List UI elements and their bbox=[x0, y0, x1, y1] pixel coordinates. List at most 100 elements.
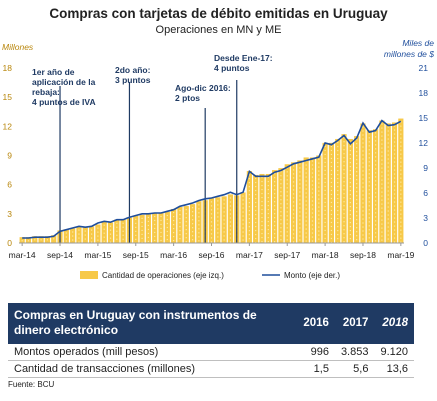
bar-texture bbox=[248, 174, 250, 176]
bar-texture bbox=[135, 234, 137, 236]
bar-texture bbox=[387, 170, 389, 172]
bar-texture bbox=[343, 145, 345, 147]
bar bbox=[297, 160, 303, 243]
bar-texture bbox=[229, 201, 232, 203]
bar-texture bbox=[362, 174, 364, 176]
bar-texture bbox=[311, 192, 314, 194]
annotation-text: 4 puntos bbox=[214, 63, 250, 73]
bar-texture bbox=[349, 153, 351, 156]
bar-texture bbox=[324, 209, 326, 212]
bar-texture bbox=[299, 239, 301, 241]
bar-texture bbox=[229, 225, 232, 227]
bar-texture bbox=[343, 169, 345, 171]
bar-texture bbox=[267, 196, 269, 199]
bar-texture bbox=[166, 238, 168, 241]
bar-texture bbox=[318, 186, 320, 188]
bar-texture bbox=[154, 227, 156, 230]
bar-texture bbox=[261, 220, 263, 223]
bar-texture bbox=[299, 223, 301, 225]
bar-texture bbox=[374, 224, 377, 226]
bar-texture bbox=[381, 215, 383, 217]
bar-texture bbox=[343, 217, 345, 219]
bar-texture bbox=[103, 240, 105, 242]
bar-texture bbox=[280, 183, 282, 185]
bar-texture bbox=[286, 191, 288, 193]
bar-texture bbox=[223, 207, 225, 209]
bar-texture bbox=[305, 164, 307, 166]
electronic-money-table: Compras en Uruguay con instrumentos de d… bbox=[8, 303, 414, 378]
bar-texture bbox=[229, 237, 232, 239]
bar-texture bbox=[381, 223, 383, 225]
bar-texture bbox=[343, 177, 345, 179]
bar-texture bbox=[280, 231, 282, 233]
bar-texture bbox=[166, 234, 168, 237]
bar-texture bbox=[374, 164, 377, 166]
bar-texture bbox=[362, 198, 364, 200]
bar-texture bbox=[72, 231, 74, 233]
bar-texture bbox=[191, 227, 194, 229]
bar-texture bbox=[387, 210, 389, 212]
bar-texture bbox=[381, 171, 383, 173]
bar-texture bbox=[337, 153, 339, 156]
bar-texture bbox=[387, 238, 389, 240]
bar-texture bbox=[343, 237, 345, 239]
bar-texture bbox=[191, 235, 194, 237]
bar-texture bbox=[318, 238, 320, 240]
bar-texture bbox=[311, 220, 314, 222]
bar bbox=[63, 229, 69, 243]
bar-texture bbox=[255, 201, 257, 204]
bar-texture bbox=[393, 237, 396, 239]
bar-texture bbox=[374, 192, 377, 194]
bar-texture bbox=[229, 213, 232, 215]
bar-texture bbox=[387, 146, 389, 148]
bar-texture bbox=[305, 192, 307, 194]
right-tick-label: 3 bbox=[423, 213, 428, 223]
bar-texture bbox=[198, 236, 200, 238]
bar-texture bbox=[311, 196, 314, 198]
chart-title: Compras con tarjetas de débito emitidas … bbox=[49, 6, 388, 21]
bar bbox=[322, 142, 328, 243]
bar-texture bbox=[324, 181, 326, 184]
bar-texture bbox=[135, 226, 137, 228]
bar-texture bbox=[223, 235, 225, 237]
bar-texture bbox=[356, 155, 358, 157]
bar-texture bbox=[311, 184, 314, 186]
bar-texture bbox=[305, 224, 307, 226]
bar-texture bbox=[374, 160, 377, 162]
bar bbox=[101, 221, 107, 243]
bar-texture bbox=[274, 177, 276, 179]
bar-texture bbox=[387, 230, 389, 232]
bar-texture bbox=[229, 209, 232, 211]
bar-texture bbox=[343, 189, 345, 191]
bar-texture bbox=[393, 157, 396, 159]
bar-texture bbox=[387, 150, 389, 152]
bar-texture bbox=[362, 182, 364, 184]
bar-texture bbox=[356, 219, 358, 221]
bar-texture bbox=[305, 220, 307, 222]
bar-texture bbox=[400, 213, 402, 215]
bar-texture bbox=[191, 239, 194, 241]
bar-texture bbox=[97, 235, 99, 237]
bar-texture bbox=[393, 137, 396, 139]
bar-texture bbox=[324, 221, 326, 224]
bar-texture bbox=[248, 214, 250, 216]
left-tick-label: 9 bbox=[7, 151, 12, 161]
bar-texture bbox=[160, 227, 162, 230]
bar-texture bbox=[337, 209, 339, 212]
bar-texture bbox=[292, 237, 295, 239]
bar-texture bbox=[330, 189, 333, 192]
bar-texture bbox=[318, 222, 320, 224]
bar-texture bbox=[362, 202, 364, 204]
bar-texture bbox=[280, 215, 282, 217]
bar-texture bbox=[349, 177, 351, 180]
bar-texture bbox=[305, 168, 307, 170]
bar-texture bbox=[299, 219, 301, 221]
bar-texture bbox=[185, 241, 187, 243]
bar-texture bbox=[387, 234, 389, 236]
bar-texture bbox=[261, 196, 263, 199]
bar-texture bbox=[255, 237, 257, 240]
bar-texture bbox=[261, 180, 263, 183]
bar-texture bbox=[261, 224, 263, 227]
bar-texture bbox=[381, 159, 383, 161]
bar bbox=[19, 237, 25, 243]
